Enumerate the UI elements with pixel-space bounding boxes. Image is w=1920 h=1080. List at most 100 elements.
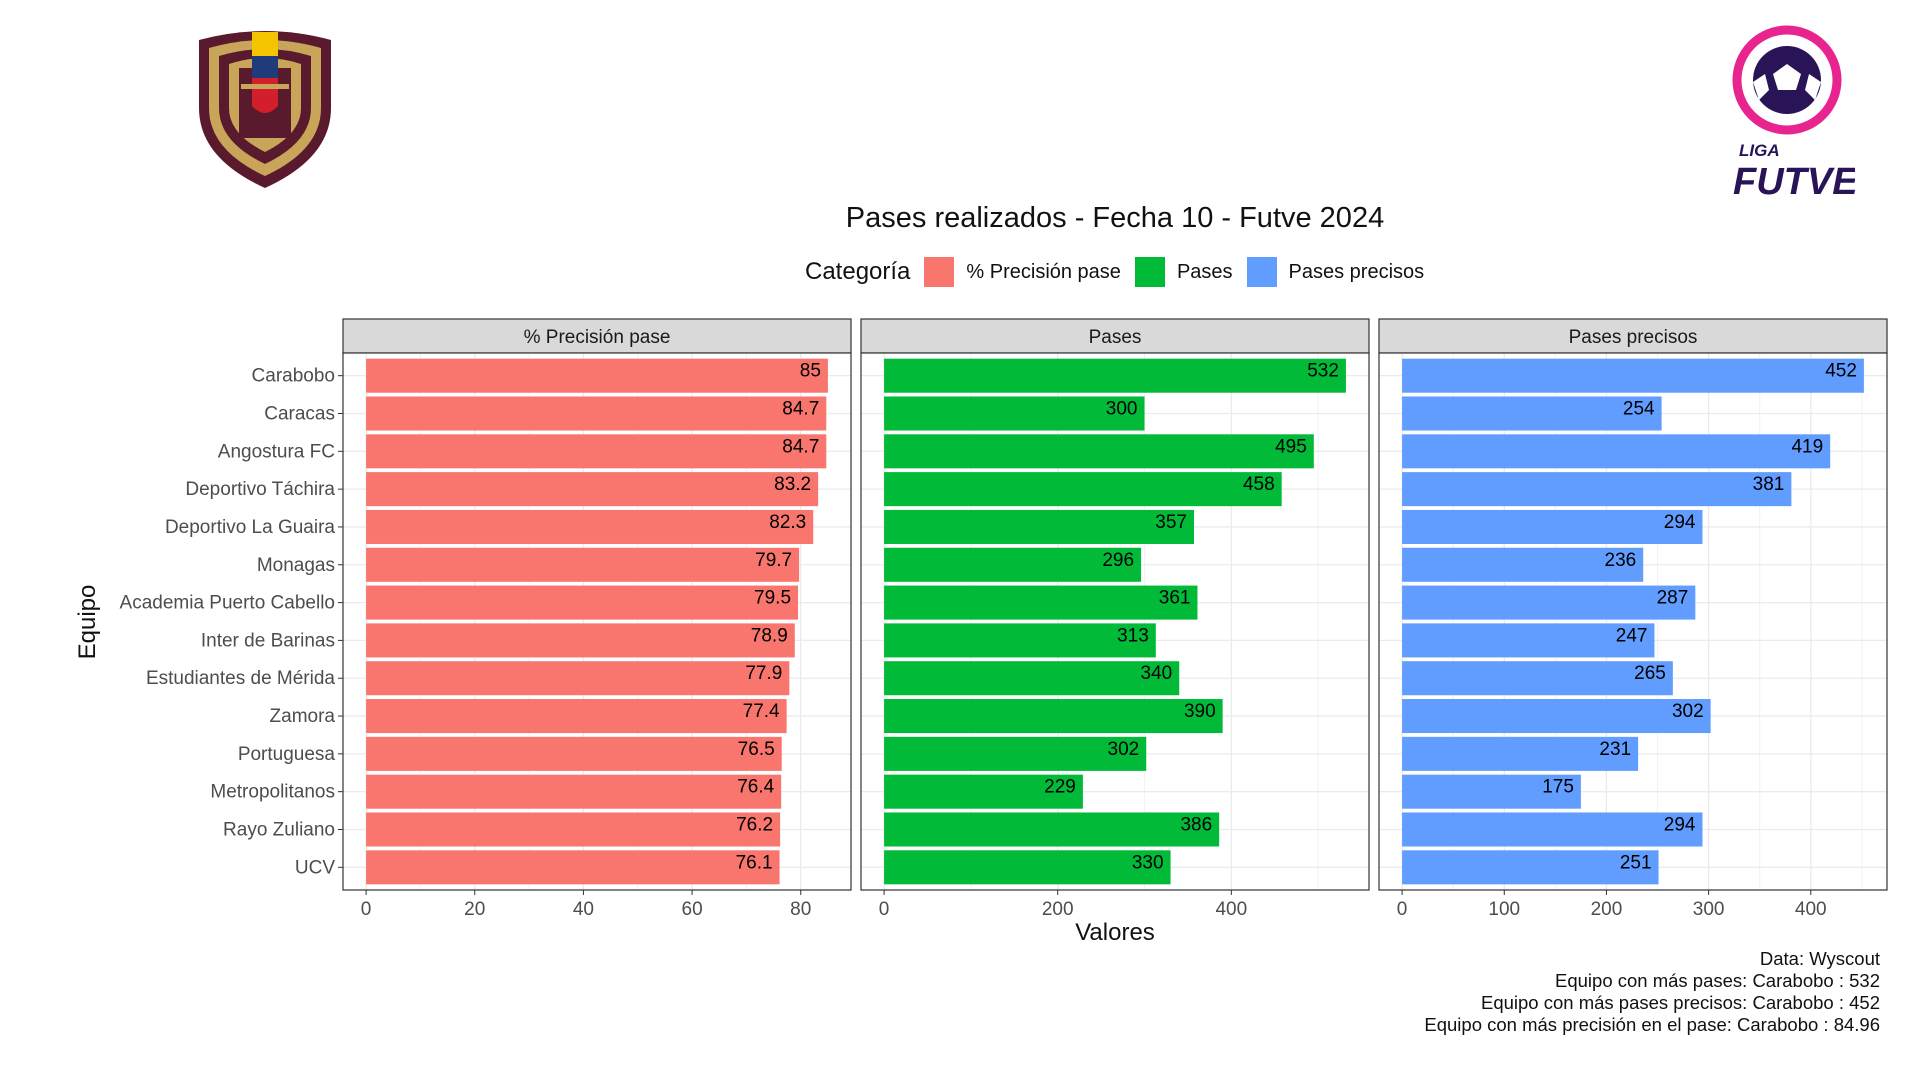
bar: [366, 585, 799, 620]
x-tick-label: 60: [682, 899, 703, 920]
y-axis-title: Equipo: [74, 585, 101, 660]
bar-value-label: 381: [1753, 474, 1785, 495]
y-tick-label: Deportivo La Guaira: [165, 517, 335, 538]
panel-border: [342, 352, 852, 891]
bar: [366, 661, 790, 696]
legend-label-precision: % Precisión pase: [966, 260, 1121, 283]
facet-strip: [1378, 318, 1888, 354]
bar-value-label: 265: [1634, 663, 1666, 684]
x-axis-title: Valores: [1075, 919, 1155, 946]
x-tick-label: 20: [464, 899, 485, 920]
bar: [366, 623, 795, 658]
bar-value-label: 247: [1616, 625, 1648, 646]
caption: Data: Wyscout Equipo con más pases: Cara…: [1424, 948, 1880, 1036]
bar: [884, 434, 1314, 469]
legend-key-pases-precisos: [1246, 257, 1277, 287]
bar: [366, 358, 828, 393]
bar-value-label: 175: [1542, 777, 1574, 798]
facet-strip-label: Pases precisos: [1569, 327, 1698, 348]
bar: [884, 774, 1083, 809]
y-tick-label: Zamora: [270, 706, 336, 727]
bar-value-label: 313: [1117, 625, 1149, 646]
panel-border: [1378, 352, 1888, 891]
panel-border: [860, 352, 1370, 891]
panel-background: [343, 353, 851, 890]
legend-title: Categoría: [805, 258, 911, 285]
bar: [884, 736, 1147, 771]
bar: [1402, 699, 1711, 734]
y-tick-label: Metropolitanos: [210, 782, 335, 803]
bar: [884, 547, 1142, 582]
bar-value-label: 77.9: [745, 663, 782, 684]
bar-value-label: 287: [1657, 588, 1689, 609]
bar-value-label: 76.5: [738, 739, 775, 760]
bar: [366, 699, 787, 734]
x-tick-label: 0: [879, 899, 890, 920]
bar-value-label: 79.7: [755, 550, 792, 571]
bar-value-label: 83.2: [774, 474, 811, 495]
bar-value-label: 251: [1620, 852, 1652, 873]
bar-value-label: 458: [1243, 474, 1275, 495]
bar-value-label: 79.5: [754, 588, 791, 609]
bar: [366, 547, 800, 582]
bar-value-label: 386: [1180, 814, 1212, 835]
facet-strip-label: Pases: [1089, 327, 1142, 348]
caption-source: Data: Wyscout: [1759, 948, 1880, 969]
bar: [884, 585, 1198, 620]
bar: [1402, 661, 1673, 696]
bar-value-label: 357: [1155, 512, 1187, 533]
y-tick-label: Angostura FC: [218, 441, 335, 462]
x-tick-label: 200: [1042, 899, 1074, 920]
caption-line-3: Equipo con más precisión en el pase: Car…: [1424, 1014, 1880, 1035]
bar-value-label: 300: [1106, 399, 1138, 420]
bar-value-label: 85: [800, 361, 821, 382]
bar: [884, 812, 1220, 847]
bar: [884, 850, 1171, 885]
bar-value-label: 452: [1825, 361, 1857, 382]
bar-value-label: 390: [1184, 701, 1216, 722]
bar-value-label: 302: [1672, 701, 1704, 722]
panel-background: [861, 353, 1369, 890]
bar-value-label: 231: [1599, 739, 1631, 760]
facet-strip: [860, 318, 1370, 354]
chart-title: Pases realizados - Fecha 10 - Futve 2024: [845, 202, 1385, 234]
x-tick-label: 300: [1693, 899, 1725, 920]
bar: [366, 509, 814, 544]
bar: [366, 396, 827, 431]
x-tick-label: 80: [790, 899, 811, 920]
bar: [884, 661, 1180, 696]
liga-logo-text: LIGA: [1739, 141, 1780, 160]
bar: [884, 509, 1194, 544]
x-tick-label: 200: [1591, 899, 1623, 920]
bar-value-label: 254: [1623, 399, 1655, 420]
bar-value-label: 76.1: [736, 852, 773, 873]
federation-crest-logo: [199, 31, 331, 188]
bar: [1402, 396, 1662, 431]
bar-value-label: 532: [1307, 361, 1339, 382]
bar: [1402, 774, 1581, 809]
bar-value-label: 229: [1044, 777, 1076, 798]
legend-item-pases-precisos: Pases precisos: [1246, 257, 1425, 287]
bar-value-label: 296: [1102, 550, 1134, 571]
y-tick-label: Deportivo Táchira: [185, 479, 335, 500]
x-tick-label: 400: [1795, 899, 1827, 920]
bar: [884, 472, 1282, 507]
facet-strip-label: % Precisión pase: [524, 327, 671, 348]
legend: Categoría % Precisión pase Pases Pases p…: [805, 256, 1438, 288]
bar-value-label: 361: [1159, 588, 1191, 609]
legend-label-pases-precisos: Pases precisos: [1288, 260, 1425, 283]
bar: [1402, 434, 1831, 469]
bar-value-label: 302: [1108, 739, 1140, 760]
bar: [1402, 736, 1639, 771]
bar-value-label: 340: [1141, 663, 1173, 684]
bar-value-label: 294: [1664, 512, 1696, 533]
legend-key-pases: [1134, 257, 1165, 287]
bar-value-label: 330: [1132, 852, 1164, 873]
bar-value-label: 78.9: [751, 625, 788, 646]
bar-value-label: 294: [1664, 814, 1696, 835]
bar: [1402, 585, 1696, 620]
y-tick-label: Inter de Barinas: [201, 630, 335, 651]
y-tick-label: Academia Puerto Cabello: [120, 593, 335, 614]
bar-value-label: 419: [1791, 436, 1823, 457]
